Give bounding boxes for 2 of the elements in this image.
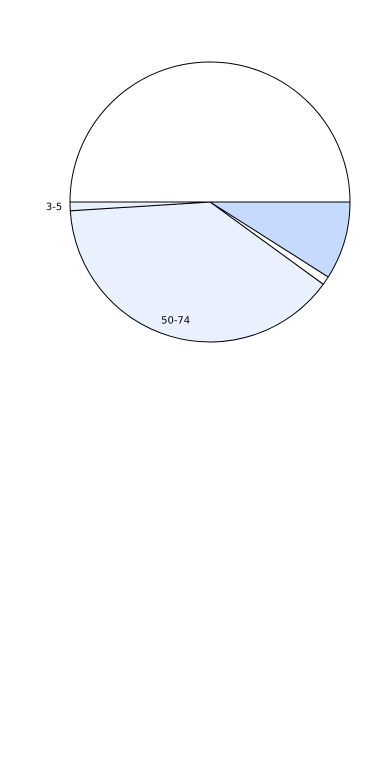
slice-label: 3-5 <box>46 202 62 213</box>
slice-label: 50-74 <box>161 315 190 326</box>
